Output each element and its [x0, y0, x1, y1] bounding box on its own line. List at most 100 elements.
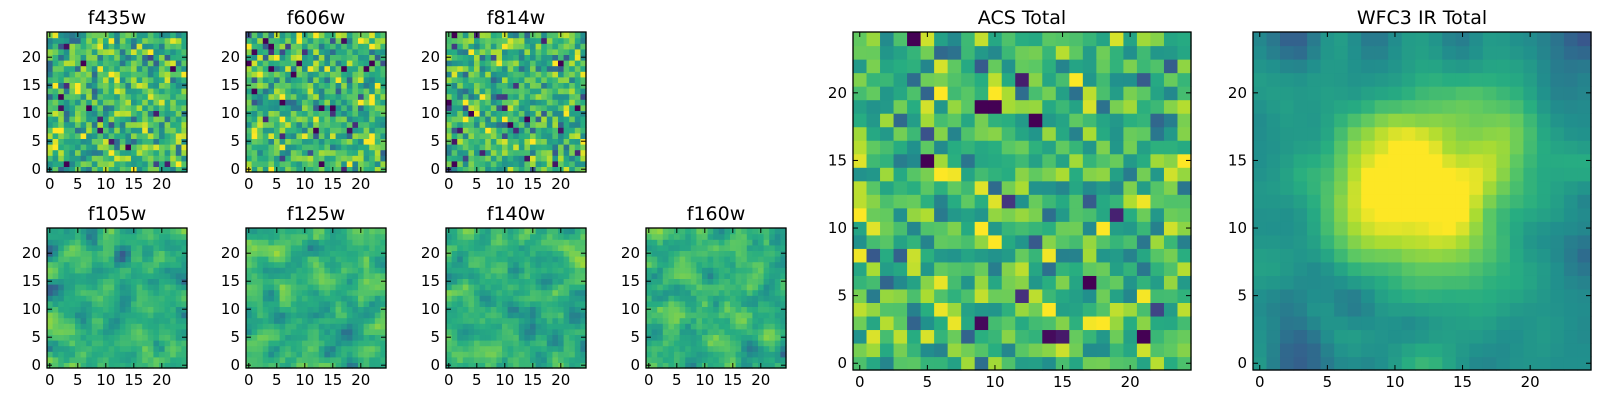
- heatmap-cell: [290, 82, 297, 89]
- heatmap-cell: [131, 144, 138, 151]
- heatmap-cell: [302, 93, 309, 100]
- heatmap-cell: [657, 356, 664, 363]
- heatmap-cell: [341, 284, 348, 291]
- heatmap-cell: [513, 144, 520, 151]
- heatmap-cell: [346, 32, 353, 39]
- heatmap-cell: [1096, 315, 1111, 331]
- heatmap-cell: [707, 340, 714, 347]
- heatmap-cell: [285, 71, 292, 78]
- heatmap-cell: [780, 317, 787, 324]
- heatmap-cell: [718, 362, 725, 369]
- heatmap-cell: [696, 334, 703, 341]
- heatmap-cell: [718, 289, 725, 296]
- heatmap-cell: [662, 261, 669, 268]
- heatmap-cell: [724, 356, 731, 363]
- heatmap-cell: [502, 104, 509, 111]
- heatmap-cell: [363, 93, 370, 100]
- heatmap-cell: [535, 267, 542, 274]
- heatmap-cell: [352, 127, 359, 134]
- heatmap-cell: [558, 256, 565, 263]
- heatmap-cell: [758, 289, 765, 296]
- heatmap-cell: [125, 233, 132, 240]
- heatmap-cell: [479, 65, 486, 72]
- heatmap-cell: [1123, 221, 1138, 236]
- heatmap-cell: [108, 32, 115, 39]
- heatmap-cell: [657, 351, 664, 358]
- heatmap-cell: [330, 82, 337, 89]
- heatmap-cell: [541, 166, 548, 173]
- heatmap-cell: [52, 261, 59, 268]
- heatmap-cell: [574, 76, 581, 83]
- heatmap-cell: [724, 250, 731, 257]
- heatmap-cell: [724, 228, 731, 235]
- heatmap-cell: [513, 340, 520, 347]
- heatmap-cell: [80, 116, 87, 123]
- heatmap-cell: [552, 166, 559, 173]
- heatmap-cell: [769, 351, 776, 358]
- heatmap-cell: [853, 342, 868, 358]
- heatmap-cell: [569, 144, 576, 151]
- heatmap-cell: [159, 127, 166, 134]
- heatmap-cell: [569, 306, 576, 313]
- heatmap-cell: [181, 132, 188, 139]
- heatmap-cell: [552, 43, 559, 50]
- heatmap-cell: [131, 317, 138, 324]
- heatmap-cell: [47, 60, 54, 67]
- heatmap-cell: [718, 323, 725, 330]
- heatmap-cell: [546, 317, 553, 324]
- heatmap-cell: [668, 345, 675, 352]
- heatmap-cell: [535, 93, 542, 100]
- heatmap-cell: [746, 334, 753, 341]
- heatmap-cell: [474, 121, 481, 128]
- heatmap-cell: [358, 160, 365, 167]
- heatmap-cell: [558, 312, 565, 319]
- heatmap-cell: [175, 116, 182, 123]
- heatmap-cell: [58, 155, 65, 162]
- heatmap-cell: [763, 323, 770, 330]
- heatmap-cell: [142, 166, 149, 173]
- heatmap-cell: [75, 295, 82, 302]
- heatmap-cell: [502, 48, 509, 55]
- heatmap-cell: [558, 88, 565, 95]
- heatmap-cell: [563, 345, 570, 352]
- heatmap-cell: [668, 362, 675, 369]
- heatmap-cell: [296, 155, 303, 162]
- heatmap-cell: [546, 71, 553, 78]
- heatmap-cell: [175, 317, 182, 324]
- heatmap-cell: [1123, 261, 1138, 276]
- heatmap-cell: [724, 284, 731, 291]
- heatmap-cell: [58, 110, 65, 117]
- heatmap-cell: [147, 121, 154, 128]
- heatmap-cell: [324, 48, 331, 55]
- heatmap-cell: [346, 345, 353, 352]
- heatmap-cell: [462, 328, 469, 335]
- heatmap-cell: [741, 317, 748, 324]
- heatmap-cell: [474, 104, 481, 111]
- heatmap-cell: [335, 155, 342, 162]
- heatmap-cell: [136, 60, 143, 67]
- heatmap-cell: [853, 261, 868, 276]
- heatmap-cell: [507, 132, 514, 139]
- heatmap-cell: [513, 65, 520, 72]
- heatmap-cell: [769, 345, 776, 352]
- heatmap-cell: [657, 328, 664, 335]
- heatmap-cell: [546, 54, 553, 61]
- heatmap-cell: [546, 65, 553, 72]
- heatmap-cell: [91, 362, 98, 369]
- heatmap-cell: [108, 71, 115, 78]
- heatmap-cell: [358, 65, 365, 72]
- heatmap-cell: [1177, 356, 1192, 371]
- heatmap-cell: [541, 54, 548, 61]
- heatmap-cell: [307, 340, 314, 347]
- heatmap-cell: [147, 88, 154, 95]
- heatmap-cell: [246, 65, 253, 72]
- heatmap-cell: [674, 239, 681, 246]
- x-tick-label: 10: [695, 371, 714, 389]
- heatmap-cell: [63, 132, 70, 139]
- heatmap-cell: [313, 71, 320, 78]
- heatmap-cell: [718, 256, 725, 263]
- x-tick-label: 5: [472, 175, 482, 193]
- heatmap-cell: [920, 194, 935, 209]
- heatmap-cell: [358, 328, 365, 335]
- heatmap-cell: [502, 317, 509, 324]
